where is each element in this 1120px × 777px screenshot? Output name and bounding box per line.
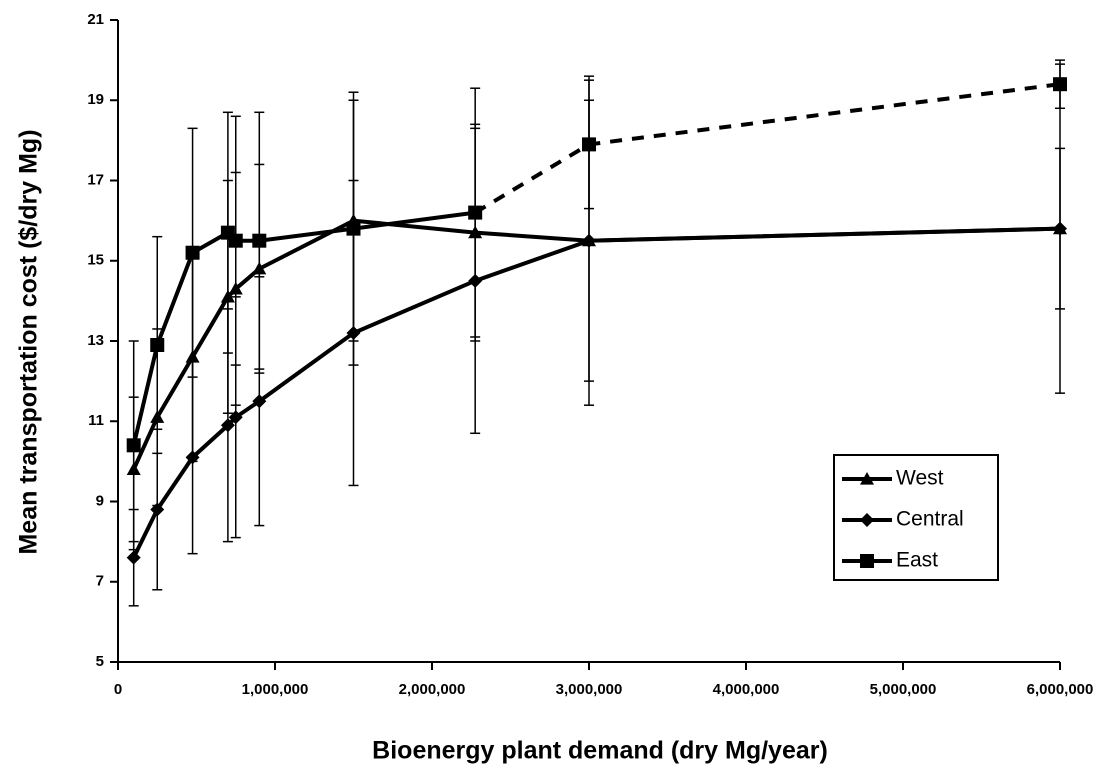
y-tick-label: 7 [96,573,104,590]
legend-label: East [896,549,938,572]
point [1053,221,1067,236]
point [1053,77,1067,92]
point [220,418,235,433]
point [582,233,596,248]
point [185,450,200,465]
legend-marker [860,554,874,568]
legend-label: Central [896,508,964,531]
point [252,394,267,409]
point [468,205,483,220]
point [126,438,141,453]
series-line-dashed [474,82,1061,215]
x-tick-label: 5,000,000 [870,681,937,698]
y-tick-label: 11 [88,412,104,429]
y-tick-label: 21 [87,11,104,28]
x-axis-title: Bioenergy plant demand (dry Mg/year) [372,737,828,765]
point [150,338,165,353]
x-tick-label: 2,000,000 [399,681,466,698]
y-tick-label: 15 [87,252,104,269]
legend-label: West [896,467,944,490]
legend-marker [860,472,874,485]
point [126,550,141,565]
legend-marker [860,513,874,527]
point [252,233,267,248]
x-tick-label: 3,000,000 [556,681,623,698]
x-tick-label: 4,000,000 [713,681,780,698]
y-tick-label: 19 [87,91,104,108]
x-tick-label: 6,000,000 [1027,681,1094,698]
point [150,502,165,517]
x-tick-label: 0 [114,681,122,698]
x-tick-label: 1,000,000 [242,681,309,698]
y-tick-label: 5 [96,653,104,670]
series-line [131,226,1061,559]
point [582,137,596,152]
y-tick-label: 17 [87,171,104,188]
point [185,245,200,260]
y-tick-label: 9 [96,492,104,509]
point [228,410,243,425]
y-axis-title: Mean transportation cost ($/dry Mg) [15,129,43,554]
point [346,221,361,236]
series-line [131,218,1061,471]
point [228,233,243,248]
y-tick-label: 13 [87,332,104,349]
